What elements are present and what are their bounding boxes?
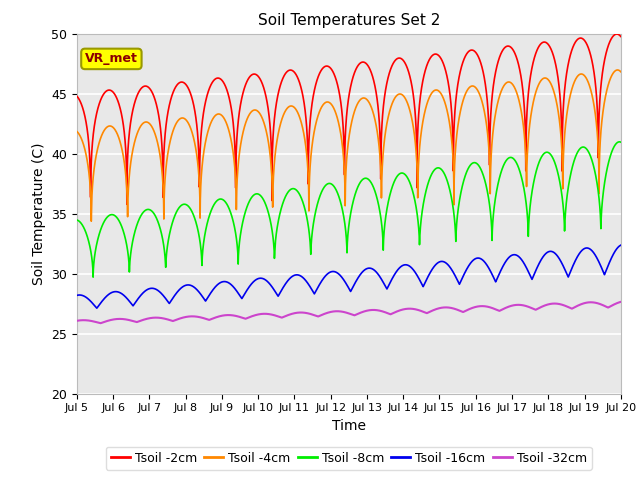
Tsoil -8cm: [617, 139, 625, 145]
Tsoil -4cm: [281, 109, 289, 115]
Line: Tsoil -2cm: Tsoil -2cm: [77, 34, 621, 204]
Tsoil -16cm: [399, 263, 407, 268]
Tsoil -16cm: [617, 242, 625, 248]
Tsoil -2cm: [123, 201, 131, 207]
Tsoil -4cm: [614, 67, 621, 73]
Tsoil -32cm: [97, 320, 104, 326]
Tsoil -2cm: [399, 58, 407, 63]
Title: Soil Temperatures Set 2: Soil Temperatures Set 2: [258, 13, 440, 28]
Tsoil -8cm: [427, 173, 435, 179]
Tsoil -16cm: [73, 292, 81, 298]
Tsoil -8cm: [616, 139, 623, 144]
Tsoil -8cm: [172, 211, 180, 216]
Tsoil -8cm: [73, 217, 81, 223]
Tsoil -32cm: [427, 309, 435, 314]
Tsoil -16cm: [93, 305, 100, 311]
Tsoil -2cm: [617, 34, 625, 39]
Tsoil -2cm: [172, 84, 180, 90]
Tsoil -4cm: [427, 92, 435, 97]
Line: Tsoil -32cm: Tsoil -32cm: [77, 302, 621, 323]
Tsoil -4cm: [73, 129, 81, 134]
Tsoil -8cm: [399, 170, 407, 176]
Tsoil -32cm: [73, 318, 81, 324]
Line: Tsoil -8cm: Tsoil -8cm: [77, 142, 621, 277]
Tsoil -4cm: [88, 218, 95, 224]
Tsoil -16cm: [427, 269, 435, 275]
Tsoil -32cm: [281, 313, 289, 319]
Tsoil -16cm: [281, 282, 289, 288]
Tsoil -2cm: [281, 72, 289, 77]
Tsoil -8cm: [90, 274, 97, 280]
Tsoil -2cm: [427, 55, 435, 60]
Tsoil -4cm: [399, 93, 407, 98]
Tsoil -16cm: [479, 257, 486, 263]
Tsoil -4cm: [172, 121, 180, 127]
Tsoil -2cm: [520, 103, 528, 108]
Tsoil -32cm: [172, 317, 180, 323]
Tsoil -8cm: [520, 187, 528, 193]
Tsoil -32cm: [617, 299, 625, 305]
Tsoil -8cm: [281, 195, 289, 201]
Tsoil -2cm: [73, 93, 81, 99]
Line: Tsoil -16cm: Tsoil -16cm: [77, 245, 621, 308]
Tsoil -4cm: [617, 69, 625, 75]
Legend: Tsoil -2cm, Tsoil -4cm, Tsoil -8cm, Tsoil -16cm, Tsoil -32cm: Tsoil -2cm, Tsoil -4cm, Tsoil -8cm, Tsoi…: [106, 447, 592, 469]
Tsoil -16cm: [520, 261, 528, 266]
Line: Tsoil -4cm: Tsoil -4cm: [77, 70, 621, 221]
Tsoil -8cm: [479, 171, 486, 177]
Tsoil -32cm: [479, 303, 486, 309]
Text: VR_met: VR_met: [85, 52, 138, 65]
Tsoil -2cm: [479, 68, 486, 73]
Tsoil -2cm: [613, 31, 621, 37]
Tsoil -32cm: [520, 303, 528, 309]
Tsoil -4cm: [479, 102, 486, 108]
Y-axis label: Soil Temperature (C): Soil Temperature (C): [31, 143, 45, 285]
X-axis label: Time: Time: [332, 419, 366, 433]
Tsoil -4cm: [520, 130, 528, 136]
Tsoil -32cm: [399, 307, 407, 312]
Tsoil -16cm: [172, 291, 180, 297]
